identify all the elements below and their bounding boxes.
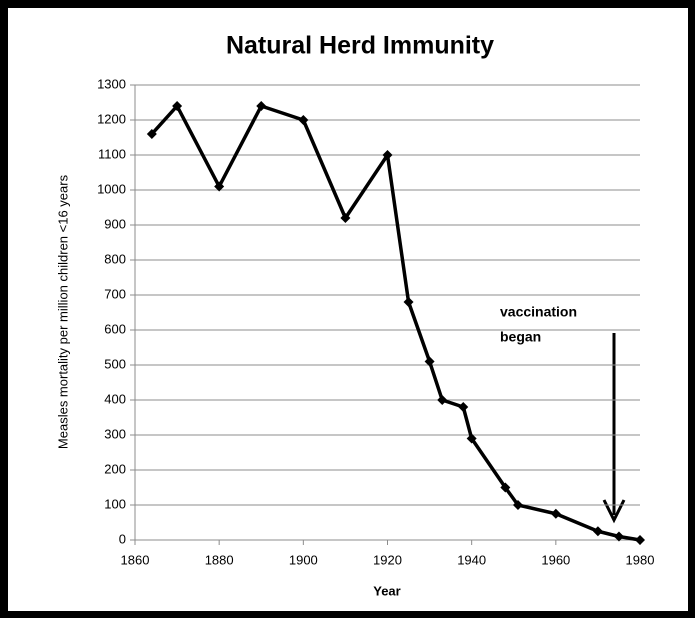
- y-tick-label: 1000: [97, 181, 126, 196]
- y-tick-label: 0: [119, 531, 126, 546]
- x-tick-label: 1940: [457, 552, 486, 567]
- y-axis-title: Measles mortality per million children <…: [55, 174, 70, 449]
- y-tick-label: 800: [104, 251, 126, 266]
- marker: [214, 181, 225, 192]
- marker: [172, 101, 183, 111]
- y-tick-label: 900: [104, 216, 126, 231]
- y-tick-label: 1200: [97, 111, 126, 126]
- x-tick-label: 1920: [373, 552, 402, 567]
- y-tick-label: 600: [104, 321, 126, 336]
- y-tick-label: 1100: [98, 146, 126, 161]
- marker: [458, 402, 469, 412]
- chart-title: Natural Herd Immunity: [226, 32, 494, 60]
- y-tick-label: 700: [104, 286, 126, 301]
- x-tick-label: 1960: [541, 552, 570, 567]
- annotation: vaccination: [500, 304, 577, 320]
- chart-background: [8, 8, 688, 611]
- y-tick-label: 100: [104, 496, 126, 511]
- marker: [382, 150, 393, 160]
- x-tick-label: 1980: [626, 552, 655, 567]
- y-tick-label: 400: [104, 391, 126, 406]
- x-tick-label: 1880: [205, 552, 234, 567]
- y-tick-label: 1300: [97, 76, 126, 91]
- marker: [466, 433, 477, 444]
- y-tick-label: 500: [104, 356, 126, 371]
- marker: [592, 526, 603, 537]
- annotation: began: [500, 329, 541, 345]
- marker: [403, 297, 414, 307]
- y-tick-label: 300: [104, 426, 126, 441]
- line: [150, 104, 641, 542]
- marker: [613, 531, 624, 542]
- annotation-arrowhead: [602, 499, 626, 524]
- marker: [437, 395, 448, 405]
- x-tick-label: 1860: [121, 552, 150, 567]
- y-tick-label: 200: [104, 461, 126, 476]
- x-axis-title: Year: [373, 583, 400, 598]
- marker: [256, 101, 267, 111]
- x-tick-label: 1900: [289, 552, 318, 567]
- marker: [146, 129, 157, 139]
- marker: [550, 508, 561, 519]
- marker: [298, 115, 309, 125]
- marker: [424, 356, 435, 367]
- marker: [512, 500, 523, 510]
- marker: [500, 482, 511, 493]
- marker: [340, 213, 351, 223]
- marker: [635, 535, 645, 545]
